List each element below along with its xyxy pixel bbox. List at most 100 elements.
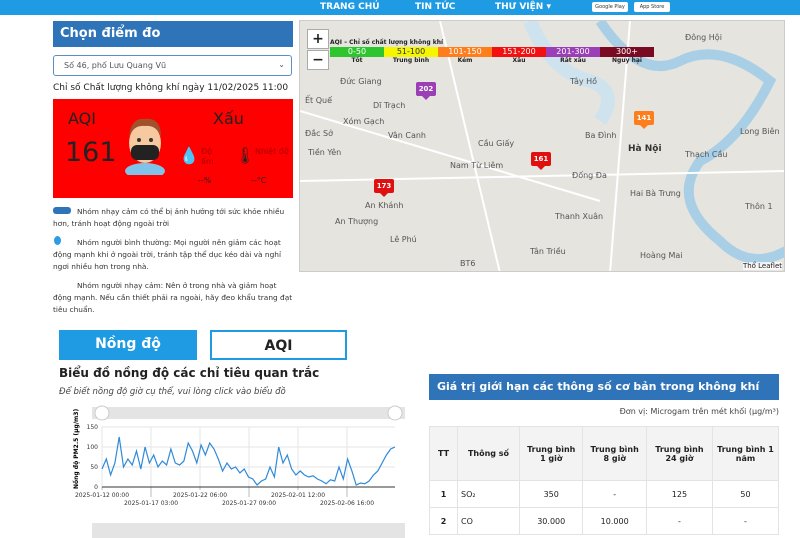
megaphone-icon — [53, 207, 71, 214]
chart-title: Biểu đồ nồng độ các chỉ tiêu quan trắc — [59, 366, 320, 380]
cell: 350 — [518, 480, 584, 508]
cell: 125 — [645, 480, 713, 508]
humidity-value: --% — [198, 176, 212, 185]
y-tick-label: 50 — [90, 464, 98, 471]
map-place-label: Tây Hồ — [570, 77, 598, 86]
cell: 2 — [429, 507, 458, 535]
cell: - — [582, 480, 647, 508]
app-store-badge[interactable]: App Store — [634, 2, 670, 12]
navigator-bar[interactable] — [92, 407, 405, 419]
zoom-in-button[interactable]: + — [307, 29, 329, 49]
top-nav: TRANG CHỦ TIN TỨC THƯ VIỆN ▾ Google Play… — [0, 0, 800, 15]
x-tick-label: 2025-01-22 06:00 — [173, 492, 227, 499]
y-axis-label: Nồng độ PM2.5 (µg/m3) — [72, 409, 80, 489]
legend-range: 300+ — [600, 47, 654, 57]
advice-sensitive: Nhóm nhạy cảm có thể bị ảnh hưởng tới sứ… — [53, 207, 285, 228]
navigator-handle-right[interactable] — [387, 405, 403, 421]
tab-concentration[interactable]: Nồng độ — [59, 330, 197, 360]
map-place-label: Đống Đa — [572, 171, 607, 180]
map-place-label: Tiền Yên — [308, 148, 342, 157]
map-marker[interactable]: 173 — [374, 179, 394, 197]
advice-sensitive-detail: Nhóm người nhạy cảm: Nên ở trong nhà và … — [53, 281, 293, 314]
pm25-series-line[interactable] — [101, 436, 396, 486]
cell: - — [711, 507, 780, 535]
aqi-box: AQI 161 Xấu 💧 Độ ẩm --% 🌡 Nhiệt độ --°C — [53, 99, 293, 198]
legend-label: Nguy hại — [612, 57, 642, 64]
map-place-label: Đông Hội — [685, 33, 722, 42]
col-header: Thông số — [457, 426, 520, 481]
limits-table: TT Thông số Trung bình 1 giờ Trung bình 8 g… — [429, 426, 780, 535]
chart-subtitle: Để biết nồng độ giờ cụ thể, vui lòng cli… — [59, 387, 286, 397]
nav-home[interactable]: TRANG CHỦ — [320, 2, 380, 12]
col-header: Trung bình 1 giờ — [518, 426, 584, 481]
masked-face-icon — [125, 118, 165, 175]
lightbulb-icon — [54, 236, 61, 245]
humidity-icon: 💧 — [179, 146, 199, 165]
legend-label: Tốt — [351, 57, 363, 64]
map-place-label: Thạch Cầu — [685, 150, 728, 159]
aqi-label: AQI — [68, 109, 96, 128]
map-marker[interactable]: 202 — [416, 82, 436, 100]
aqi-value: 161 — [65, 137, 117, 168]
map-place-label: Cầu Giấy — [478, 139, 515, 148]
x-tick-label: 2025-01-17 03:00 — [124, 500, 178, 507]
legend-label: Rất xấu — [560, 57, 586, 64]
map-place-label: Lê Phú — [390, 235, 417, 244]
cell: SO₂ — [457, 480, 520, 508]
cell: 30.000 — [518, 507, 584, 535]
legend-label: Kém — [457, 57, 473, 64]
col-header: Trung bình 8 giờ — [582, 426, 647, 481]
y-tick-label: 150 — [87, 424, 99, 431]
temp-label: Nhiệt độ — [255, 147, 289, 156]
col-header: Trung bình 24 giờ — [645, 426, 713, 481]
map-place-label: Ba Đình — [585, 131, 617, 140]
advice-normal: Nhóm người bình thường: Mọi người nên gi… — [53, 238, 281, 271]
second-chart-navigator[interactable] — [92, 523, 405, 538]
map-place-label: Long Biên — [740, 127, 780, 136]
aqi-status: Xấu — [213, 109, 244, 128]
map-place-label: Dĩ Trạch — [373, 101, 406, 110]
cell: CO — [457, 507, 520, 535]
map[interactable]: + − AQI – Chỉ số chất lượng không khí 0-… — [299, 20, 785, 272]
humidity-label: Độ ẩm — [201, 147, 214, 166]
station-select[interactable]: Số 46, phố Lưu Quang Vũ ⌄ — [53, 55, 292, 76]
y-tick-label: 0 — [94, 484, 98, 491]
legend-range: 151-200 — [492, 47, 546, 57]
legend-range: 101-150 — [438, 47, 492, 57]
map-marker[interactable]: 161 — [531, 152, 551, 170]
map-place-label: Nam Từ Liêm — [450, 161, 504, 170]
map-place-label: Thanh Xuân — [555, 212, 604, 221]
map-place-label: Hà Nội — [628, 144, 662, 154]
zoom-out-button[interactable]: − — [307, 50, 329, 70]
station-value: Số 46, phố Lưu Quang Vũ — [64, 61, 167, 70]
map-place-label: Thôn 1 — [745, 202, 773, 211]
map-place-label: BT6 — [460, 259, 476, 268]
legend-label: Xấu — [512, 57, 526, 64]
nav-library[interactable]: THƯ VIỆN ▾ — [495, 2, 551, 12]
x-tick-label: 2025-01-27 09:00 — [222, 500, 276, 507]
legend-title: AQI – Chỉ số chất lượng không khí — [330, 39, 444, 46]
map-attribution[interactable]: Thổ Leaflet — [742, 262, 782, 270]
legend-range: 201-300 — [546, 47, 600, 57]
y-tick-label: 100 — [87, 444, 99, 451]
tab-aqi[interactable]: AQI — [210, 330, 347, 360]
google-play-badge[interactable]: Google Play — [592, 2, 628, 12]
x-tick-label: 2025-01-12 00:00 — [75, 492, 129, 499]
map-roads — [300, 21, 784, 271]
table-row: 1 SO₂ 350-125 50 — [429, 480, 780, 508]
map-place-label: Ết Quế — [305, 96, 333, 105]
map-marker[interactable]: 141 — [634, 111, 654, 129]
map-place-label: Hai Bà Trưng — [630, 189, 681, 198]
nav-news[interactable]: TIN TỨC — [415, 2, 456, 12]
cell: - — [645, 507, 713, 535]
map-place-label: Xóm Gạch — [343, 117, 385, 126]
limits-title: Giá trị giới hạn các thông số cơ bản tro… — [429, 374, 779, 400]
cell: 10.000 — [582, 507, 647, 535]
map-place-label: Tân Triều — [530, 247, 566, 256]
legend-label: Trung bình — [392, 57, 430, 64]
navigator-handle-left[interactable] — [94, 405, 110, 421]
x-tick-label: 2025-02-01 12:00 — [271, 492, 325, 499]
col-header: Trung bình 1 năm — [711, 426, 780, 481]
map-place-label: Hoàng Mai — [640, 251, 683, 260]
